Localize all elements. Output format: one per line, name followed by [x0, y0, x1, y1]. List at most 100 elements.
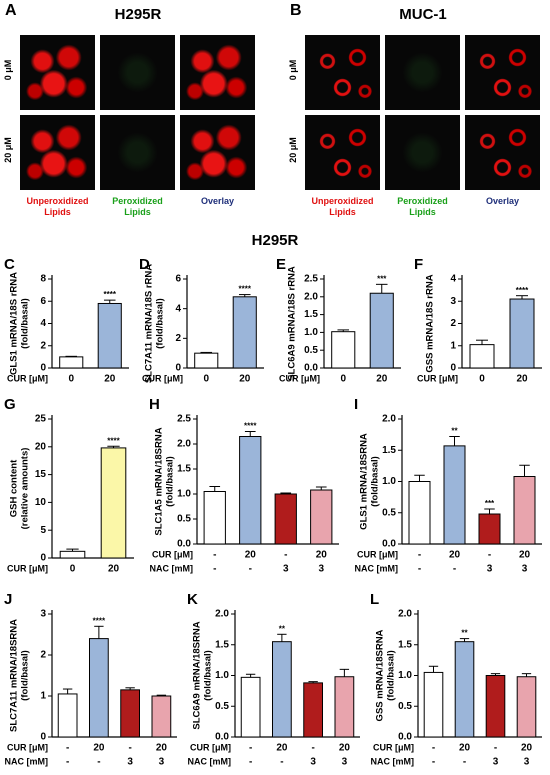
- bar: [478, 513, 501, 545]
- x-tick-label: 20: [449, 550, 461, 561]
- x-tick-label: -: [488, 550, 491, 561]
- bar: [303, 682, 323, 738]
- panel-letter: B: [290, 2, 302, 19]
- x-tick-label: 20: [519, 550, 531, 561]
- panel-letter: C: [4, 256, 15, 273]
- bar: [57, 693, 78, 738]
- y-tick-label: 0.0: [177, 539, 191, 550]
- significance: ****: [239, 285, 252, 294]
- x-tick-label: 3: [159, 757, 165, 768]
- x-row-label: CUR [μM]: [417, 373, 458, 383]
- y-axis-label: GSS mRNA/18SRNA: [375, 629, 386, 721]
- x-tick-label: 3: [310, 757, 316, 768]
- bar: [151, 695, 172, 738]
- y-axis-label: SLC1A5 mRNA/18SRNA: [154, 427, 165, 535]
- x-tick-label: -: [432, 757, 435, 768]
- significance: ****: [516, 286, 529, 295]
- panel-letter: L: [370, 591, 379, 608]
- panel-letter: J: [4, 591, 12, 608]
- y-tick-label: 0.0: [398, 732, 412, 743]
- y-tick-label: 2: [40, 650, 46, 661]
- y-axis-label: SLC6A9 mRNA/18SRNA: [192, 621, 203, 729]
- significance: ****: [104, 290, 117, 299]
- y-axis-label: (relative amounts): [20, 448, 31, 530]
- x-tick-label: 20: [521, 743, 533, 754]
- x-tick-label: 0: [203, 374, 209, 385]
- y-tick-label: 3: [450, 296, 456, 307]
- bar: [423, 671, 444, 738]
- significance: ****: [93, 616, 106, 625]
- panel-letter: H: [149, 396, 160, 413]
- bar: [454, 641, 475, 738]
- x-tick-label: 20: [376, 374, 388, 385]
- x-tick-label: -: [311, 743, 314, 754]
- x-tick-label: -: [463, 757, 466, 768]
- micrograph: [385, 35, 460, 110]
- y-tick-label: 2.0: [304, 291, 318, 302]
- y-tick-label: 2.0: [177, 439, 191, 450]
- x-tick-label: -: [249, 757, 252, 768]
- micrograph: [180, 115, 255, 190]
- y-tick-label: 0: [40, 363, 46, 374]
- x-row-label: NAC [mM]: [188, 756, 232, 766]
- y-tick-label: 0: [450, 363, 456, 374]
- panel-letter: I: [354, 396, 358, 413]
- y-tick-label: 2.0: [382, 414, 396, 425]
- y-tick-label: 20: [35, 441, 47, 452]
- row-label: 20 μM: [288, 137, 298, 163]
- y-tick-label: 0: [40, 553, 46, 564]
- figure-title: H295R: [251, 232, 299, 249]
- y-tick-label: 1.0: [398, 670, 412, 681]
- y-tick-label: 4: [450, 274, 456, 285]
- y-tick-label: 1.5: [398, 639, 412, 650]
- x-row-label: CUR [μM]: [357, 549, 398, 559]
- bar: [232, 296, 257, 369]
- significance: ***: [377, 274, 387, 283]
- panel-letter: G: [4, 396, 16, 413]
- y-axis-label: (fold/basal): [203, 650, 214, 701]
- column-label: Overlay: [200, 196, 235, 206]
- panel-title: H295R: [114, 6, 162, 23]
- y-tick-label: 0.0: [215, 732, 229, 743]
- column-label: Unperoxidized Lipids: [26, 196, 89, 217]
- y-tick-label: 1.5: [215, 639, 229, 650]
- row-label: 0 μM: [288, 59, 298, 81]
- y-axis-label: GLS1 mRNA/18SRNA: [359, 433, 370, 530]
- y-axis-label: GLS1 mRNA/18S rRNA: [9, 272, 20, 375]
- x-tick-label: 20: [459, 743, 471, 754]
- bar: [194, 352, 219, 369]
- x-tick-label: 3: [524, 757, 530, 768]
- bar: [516, 676, 537, 738]
- x-tick-label: 0: [340, 374, 346, 385]
- x-row-label: CUR [μM]: [190, 742, 231, 752]
- x-row-label: NAC [mM]: [371, 756, 415, 766]
- row-label: 0 μM: [3, 59, 13, 81]
- x-tick-label: -: [249, 743, 252, 754]
- y-tick-label: 1.5: [177, 464, 191, 475]
- y-tick-label: 1.0: [382, 476, 396, 487]
- y-axis-label: (fold/basal): [165, 456, 176, 507]
- micrograph: [465, 115, 540, 190]
- y-tick-label: 1: [450, 340, 456, 351]
- y-tick-label: 2: [40, 340, 46, 351]
- micrograph: [385, 115, 460, 190]
- x-tick-label: 20: [339, 743, 351, 754]
- x-tick-label: 3: [493, 757, 499, 768]
- bar: [97, 302, 122, 369]
- bar: [443, 445, 466, 545]
- y-axis-label: (fold/basal): [155, 298, 166, 349]
- bar: [310, 489, 333, 545]
- y-tick-label: 0.5: [398, 701, 412, 712]
- bar: [203, 491, 226, 545]
- y-tick-label: 0: [175, 363, 181, 374]
- bar: [485, 675, 506, 738]
- y-tick-label: 0.0: [382, 539, 396, 550]
- y-tick-label: 1: [40, 691, 46, 702]
- x-tick-label: -: [128, 743, 131, 754]
- panel-title: MUC-1: [399, 6, 447, 23]
- x-tick-label: 0: [479, 374, 485, 385]
- micrograph: [305, 35, 380, 110]
- bar: [120, 689, 140, 738]
- x-tick-label: -: [418, 550, 421, 561]
- micrograph: [100, 115, 175, 190]
